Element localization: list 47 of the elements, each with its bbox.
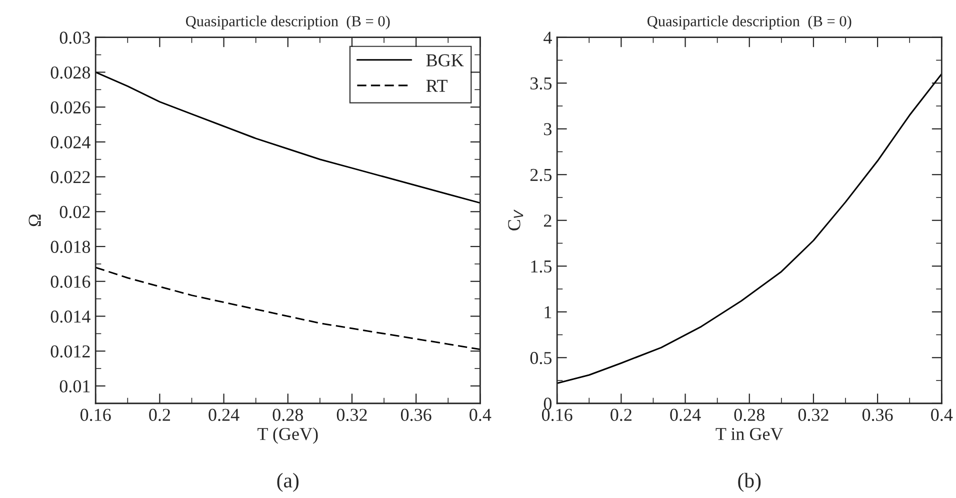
y-tick-label: 0.5 xyxy=(530,352,552,364)
y-tick-label: 0.016 xyxy=(50,276,90,288)
y-tick-label: 3 xyxy=(544,123,552,136)
x-tick-label: 0.24 xyxy=(670,408,701,422)
x-tick-label: 0.32 xyxy=(336,408,367,422)
y-tick-label: 0 xyxy=(544,398,552,410)
line-series xyxy=(96,266,480,350)
y-tick-label: 2 xyxy=(544,214,552,227)
text: (b) xyxy=(738,472,761,492)
y-tick-label: 0.02 xyxy=(60,206,90,218)
y-tick-label: 0.018 xyxy=(50,240,90,254)
x-tick-label: 0.2 xyxy=(610,408,632,422)
x-axis-title: T (GeV) xyxy=(258,427,318,444)
y-tick-label: 1.5 xyxy=(531,260,552,273)
x-tick-label: 0.36 xyxy=(400,408,432,422)
y-tick-label: 0.026 xyxy=(50,101,90,114)
x-tick-label: 0.4 xyxy=(470,408,492,422)
legend-label: BGK xyxy=(426,54,464,66)
y-tick-label: 0.012 xyxy=(50,345,90,358)
x-tick-label: 0.32 xyxy=(798,408,828,422)
y-tick-label: 1 xyxy=(544,306,552,318)
x-tick-label: 0.2 xyxy=(149,408,170,422)
line-series xyxy=(96,71,480,204)
x-tick-label: 0.36 xyxy=(862,408,893,422)
line-series xyxy=(557,73,942,384)
y-tick-label: 0.022 xyxy=(50,171,90,184)
x-tick-label: 0.16 xyxy=(542,408,572,422)
y-axis-title: Ω xyxy=(28,214,41,226)
y-tick-label: 0.014 xyxy=(50,310,90,323)
y-tick-label: 0.024 xyxy=(50,136,90,148)
x-tick-label: 0.16 xyxy=(80,408,111,422)
y-tick-label: 0.01 xyxy=(60,380,90,392)
text: (a) xyxy=(277,472,299,492)
y-tick-label: 4 xyxy=(544,32,552,44)
x-tick-label: 0.28 xyxy=(734,408,764,422)
y-tick-label: 2.5 xyxy=(530,168,552,182)
x-tick-label: 0.24 xyxy=(208,408,240,422)
chart-title: Quasiparticle description (B = 0) xyxy=(647,16,852,30)
x-tick-label: 0.28 xyxy=(272,408,303,422)
y-tick-label: 0.028 xyxy=(50,66,90,79)
y-tick-label: 0.03 xyxy=(60,32,90,44)
x-tick-label: 0.4 xyxy=(931,408,953,422)
chart-title: Quasiparticle description (B = 0) xyxy=(186,16,390,30)
x-axis-title: T in GeV xyxy=(716,428,784,440)
legend-label: RT xyxy=(426,80,448,92)
y-tick-label: 3.5 xyxy=(530,77,552,90)
y-axis-title: C$_{V}$ xyxy=(508,210,524,230)
